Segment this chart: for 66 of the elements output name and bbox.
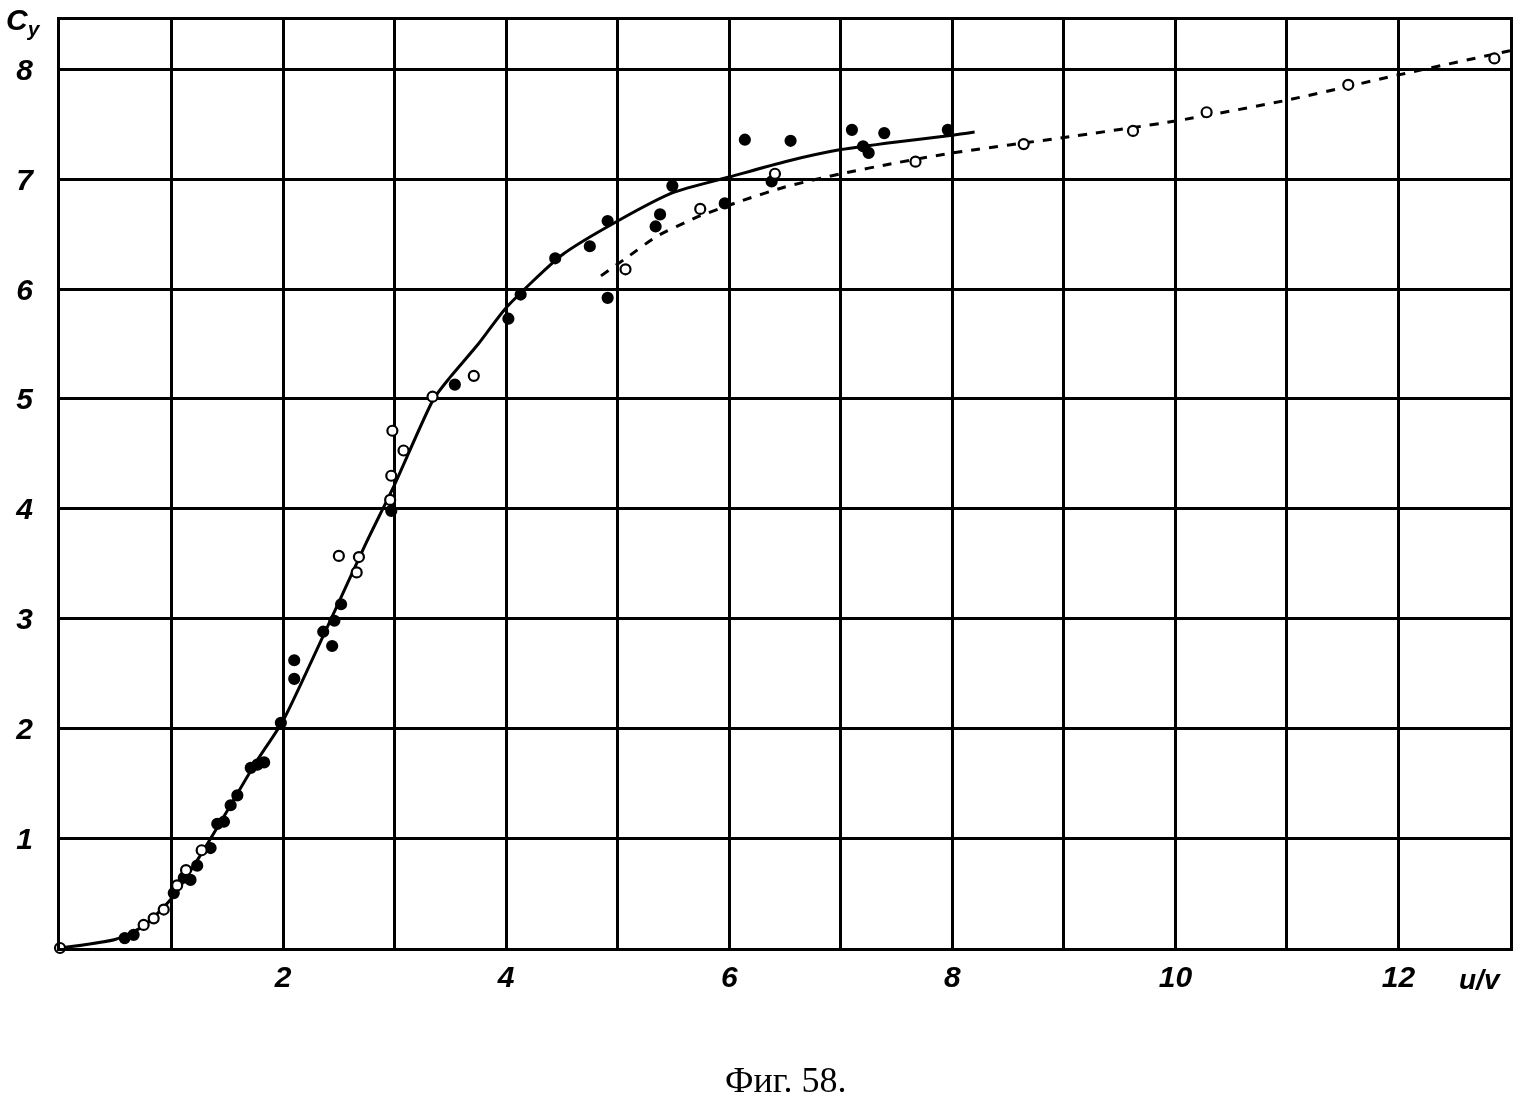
point [1017, 138, 1030, 151]
x-tick-label: 8 [943, 960, 961, 993]
point [784, 134, 797, 147]
point [1126, 124, 1140, 138]
point [352, 550, 366, 564]
y-tick-label: 1 [16, 821, 33, 855]
point [768, 167, 782, 180]
y-tick-label: 4 [15, 492, 34, 526]
point [619, 263, 632, 276]
point [288, 672, 301, 686]
point [385, 469, 398, 482]
point [224, 799, 237, 812]
point [862, 146, 875, 159]
point [334, 598, 348, 611]
point [147, 912, 160, 925]
point [118, 932, 131, 945]
y-axis-title: C$_{y}$ [6, 3, 41, 41]
point [1200, 106, 1213, 119]
point [332, 549, 345, 563]
point [1488, 52, 1501, 65]
y-tick-label: 5 [16, 382, 35, 416]
x-tick-label: 12 [1381, 960, 1416, 993]
point [467, 369, 480, 382]
point [184, 873, 197, 887]
x-tick-label: 4 [496, 960, 515, 993]
point [909, 155, 922, 168]
point [502, 312, 515, 325]
point [191, 859, 204, 872]
point [397, 444, 410, 457]
x-axis-title: u/v [1459, 964, 1501, 995]
point [157, 903, 170, 916]
point [1342, 78, 1355, 91]
y-tick-label: 8 [16, 52, 34, 86]
point [317, 625, 330, 638]
point [601, 291, 614, 304]
point [350, 566, 363, 579]
point [288, 654, 301, 667]
point [878, 127, 891, 140]
point [694, 202, 707, 215]
point [384, 493, 397, 507]
point [127, 928, 140, 941]
point [328, 614, 341, 627]
point [231, 789, 244, 802]
x-tick-label: 2 [273, 960, 292, 993]
point [385, 504, 398, 518]
point [583, 240, 596, 253]
text: Фиг. 58. [725, 1060, 847, 1100]
y-tick-label: 3 [16, 602, 34, 636]
point [217, 815, 231, 828]
x-tick-label: 10 [1158, 960, 1193, 993]
y-tick-label: 7 [16, 162, 35, 196]
point [426, 390, 439, 403]
point [653, 208, 667, 221]
point [549, 252, 562, 265]
point [845, 123, 859, 136]
point [738, 133, 751, 146]
y-tick-label: 2 [15, 711, 34, 745]
point [195, 844, 208, 857]
point [137, 918, 150, 932]
y-tick-label: 6 [16, 272, 34, 306]
point [649, 220, 662, 233]
point [326, 639, 339, 653]
x-tick-label: 6 [720, 960, 738, 993]
point [601, 214, 614, 228]
point [448, 378, 461, 391]
point [386, 424, 399, 437]
